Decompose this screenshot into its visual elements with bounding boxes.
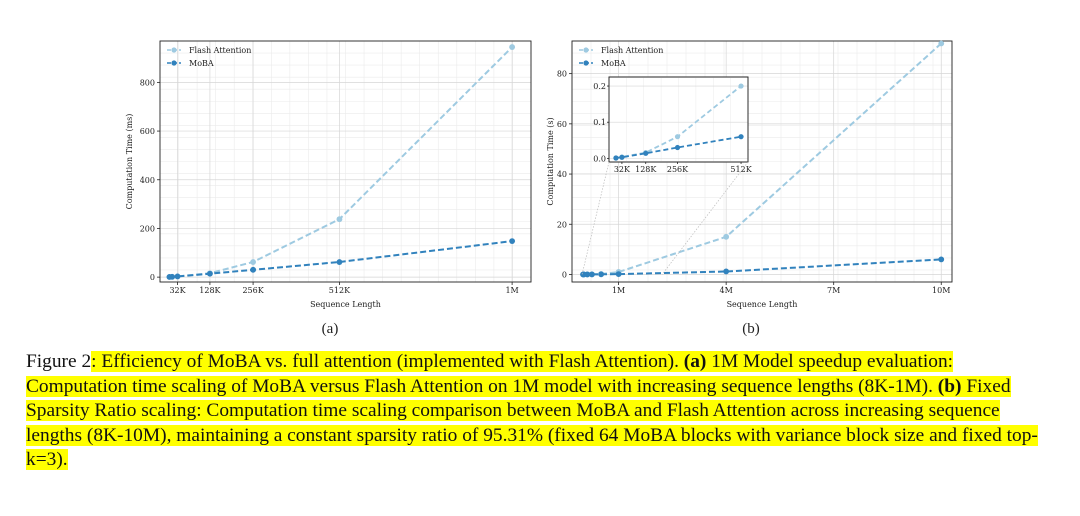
data-point-moba bbox=[169, 273, 176, 280]
y-tick-label: 0 bbox=[562, 270, 567, 279]
data-point-moba bbox=[584, 271, 591, 278]
y-axis-label: Computation Time (s) bbox=[546, 117, 555, 205]
data-point-moba bbox=[509, 238, 516, 245]
y-tick-label: 0 bbox=[150, 273, 155, 282]
inset-data-point-flash-attention bbox=[674, 134, 681, 140]
legend-marker bbox=[583, 60, 589, 66]
series-line-moba bbox=[169, 240, 513, 278]
inset-data-point-moba bbox=[643, 150, 649, 156]
legend-label: MoBA bbox=[601, 59, 626, 68]
inset-connector bbox=[581, 161, 610, 275]
data-point-moba bbox=[336, 259, 343, 265]
inset-x-tick-label: 256K bbox=[667, 165, 689, 174]
inset-data-point-flash-attention bbox=[738, 83, 744, 89]
y-tick-label: 600 bbox=[140, 127, 155, 136]
x-tick-label: 7M bbox=[827, 286, 840, 295]
series-line-flash-attention bbox=[169, 46, 513, 278]
chart-panel-a: 32K 128K 256K 512K 1M 0 200 400 600 800 Sequence L… bbox=[125, 40, 532, 309]
x-tick-label: 1M bbox=[505, 286, 518, 295]
data-point-moba bbox=[207, 270, 213, 277]
y-axis-label: Computation Time (ms) bbox=[125, 114, 134, 210]
legend-marker bbox=[171, 47, 177, 53]
x-tick-label: 32K bbox=[169, 286, 186, 295]
inset-x-tick-label: 512K bbox=[730, 165, 752, 174]
legend: Flash Attention MoBA bbox=[579, 46, 663, 68]
inset-data-point-moba bbox=[613, 155, 619, 161]
x-tick-label: 4M bbox=[720, 286, 733, 295]
inset-y-tick-label: 0.1 bbox=[593, 118, 606, 127]
legend-marker bbox=[171, 60, 177, 66]
caption-figure-label: Figure 2 bbox=[26, 351, 92, 372]
inset-y-tick-label: 0.2 bbox=[593, 82, 606, 91]
inset-data-point-moba bbox=[619, 154, 625, 160]
y-tick-label: 400 bbox=[140, 176, 155, 185]
y-tick-label: 800 bbox=[140, 78, 155, 87]
x-axis-label: Sequence Length bbox=[727, 300, 798, 309]
data-point-flash-attention bbox=[723, 233, 730, 240]
plot-frame bbox=[159, 40, 532, 283]
data-point-moba bbox=[250, 266, 256, 273]
y-tick-label: 20 bbox=[557, 220, 567, 229]
data-point-moba bbox=[589, 271, 595, 278]
x-tick-label: 10M bbox=[932, 286, 950, 295]
data-point-flash-attention bbox=[250, 259, 256, 265]
inset-chart: 0.0 0.1 0.2 32K 128K 256K 512K bbox=[593, 76, 753, 174]
data-point-moba bbox=[598, 271, 605, 278]
subcaption-b: (b) bbox=[742, 321, 760, 337]
chart-panel-b: 1M 4M 7M 10M 0 20 40 60 80 Sequence Length Computa… bbox=[546, 40, 953, 309]
y-tick-label: 80 bbox=[557, 70, 567, 79]
legend: Flash Attention MoBA bbox=[167, 46, 251, 68]
caption-part-b-label: (b) bbox=[937, 375, 962, 397]
y-tick-label: 200 bbox=[140, 224, 155, 233]
inset-data-point-moba bbox=[674, 144, 681, 151]
data-point-moba bbox=[615, 271, 622, 277]
inset-connector bbox=[661, 161, 749, 275]
y-tick-label: 40 bbox=[557, 170, 567, 179]
data-point-moba bbox=[174, 273, 181, 280]
caption-title: : Efficiency of MoBA vs. full attention … bbox=[91, 351, 679, 372]
data-point-flash-attention bbox=[509, 44, 516, 50]
legend-label: Flash Attention bbox=[189, 46, 251, 55]
y-tick-label: 60 bbox=[557, 120, 567, 129]
x-tick-label: 512K bbox=[329, 286, 351, 295]
legend-marker bbox=[583, 47, 589, 53]
plot-frame bbox=[571, 40, 953, 283]
data-point-moba bbox=[723, 268, 730, 275]
inset-x-tick-label: 128K bbox=[635, 165, 657, 174]
caption-part-a-label: (a) bbox=[683, 351, 707, 372]
data-point-flash-attention bbox=[336, 216, 343, 223]
legend-label: Flash Attention bbox=[601, 46, 663, 55]
inset-data-point-moba bbox=[738, 134, 744, 140]
x-tick-label: 1M bbox=[612, 286, 625, 295]
subcaption-a: (a) bbox=[322, 321, 339, 337]
figure-caption: Figure 2: Efficiency of MoBA vs. full at… bbox=[26, 350, 1058, 473]
inset-x-tick-label: 32K bbox=[614, 165, 631, 174]
data-point-flash-attention bbox=[938, 40, 945, 47]
data-point-moba bbox=[938, 256, 945, 263]
x-tick-label: 256K bbox=[242, 286, 264, 295]
legend-label: MoBA bbox=[189, 59, 214, 68]
x-axis-label: Sequence Length bbox=[310, 300, 381, 309]
x-tick-label: 128K bbox=[199, 286, 221, 295]
inset-y-tick-label: 0.0 bbox=[593, 154, 606, 163]
